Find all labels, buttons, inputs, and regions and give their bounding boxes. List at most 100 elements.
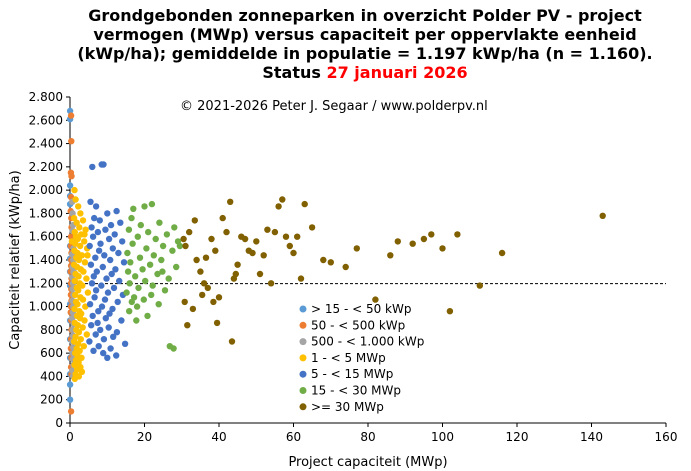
data-point bbox=[228, 338, 236, 345]
data-point bbox=[71, 277, 79, 285]
data-point bbox=[75, 273, 82, 280]
points-layer bbox=[66, 107, 606, 415]
data-point bbox=[84, 289, 92, 296]
copyright-credit: © 2021-2026 Peter J. Segaar / www.polder… bbox=[180, 99, 488, 114]
data-point bbox=[75, 256, 83, 264]
data-point bbox=[128, 298, 135, 306]
y-tick-label: 800 bbox=[40, 323, 63, 337]
data-point bbox=[75, 287, 82, 294]
data-point bbox=[176, 242, 184, 250]
data-point bbox=[80, 268, 87, 275]
data-point bbox=[161, 287, 169, 294]
data-point bbox=[86, 301, 94, 308]
data-point bbox=[100, 336, 108, 343]
data-point bbox=[234, 261, 241, 268]
data-point bbox=[95, 247, 103, 254]
data-point bbox=[68, 173, 75, 180]
data-point bbox=[104, 354, 111, 361]
data-point bbox=[219, 214, 226, 222]
data-point bbox=[113, 329, 121, 336]
legend-label: > 15 - < 50 kWp bbox=[311, 302, 411, 316]
data-point bbox=[208, 235, 215, 243]
data-point bbox=[81, 231, 88, 238]
data-point bbox=[126, 308, 133, 315]
data-point bbox=[146, 261, 154, 268]
data-point bbox=[271, 228, 279, 236]
data-point bbox=[193, 256, 200, 264]
data-point bbox=[79, 282, 86, 289]
data-point bbox=[114, 298, 121, 306]
data-point bbox=[387, 252, 394, 259]
data-point bbox=[135, 284, 142, 292]
data-point bbox=[140, 296, 147, 303]
data-point bbox=[81, 238, 88, 245]
data-point bbox=[182, 242, 189, 250]
data-point bbox=[104, 289, 112, 296]
data-point bbox=[133, 317, 140, 324]
data-point bbox=[72, 196, 79, 203]
data-point bbox=[134, 233, 141, 240]
x-axis-label: Project capaciteit (MWp) bbox=[288, 455, 447, 470]
data-point bbox=[88, 224, 95, 231]
data-point bbox=[133, 303, 141, 310]
data-point bbox=[92, 203, 100, 210]
y-tick-label: 1.600 bbox=[29, 230, 63, 244]
legend-marker bbox=[299, 321, 307, 329]
data-point bbox=[110, 284, 118, 292]
data-point bbox=[87, 198, 94, 205]
data-point bbox=[223, 228, 230, 236]
x-tick-label: 100 bbox=[431, 430, 454, 444]
data-point bbox=[71, 375, 79, 382]
data-point bbox=[109, 245, 117, 252]
data-point bbox=[94, 228, 102, 236]
data-point bbox=[137, 221, 144, 229]
data-point bbox=[78, 354, 85, 361]
data-point bbox=[102, 226, 109, 233]
data-point bbox=[86, 242, 93, 250]
data-point bbox=[66, 381, 74, 388]
data-point bbox=[143, 245, 150, 252]
x-tick-label: 60 bbox=[286, 430, 301, 444]
data-point bbox=[108, 270, 115, 278]
data-point bbox=[83, 331, 91, 338]
data-point bbox=[84, 252, 91, 259]
legend-label: 50 - < 500 kWp bbox=[311, 318, 405, 332]
data-point bbox=[267, 280, 275, 287]
title-line-1: Grondgebonden zonneparken in overzicht P… bbox=[88, 6, 642, 25]
y-tick-label: 2.200 bbox=[29, 160, 63, 174]
data-point bbox=[279, 196, 286, 203]
data-point bbox=[139, 266, 146, 273]
y-tick-label: 200 bbox=[40, 393, 63, 407]
data-point bbox=[353, 245, 360, 252]
data-point bbox=[102, 315, 110, 322]
data-point bbox=[130, 205, 137, 212]
data-point bbox=[394, 238, 401, 245]
data-point bbox=[105, 235, 113, 243]
data-point bbox=[74, 301, 81, 308]
data-point bbox=[297, 275, 305, 282]
legend: > 15 - < 50 kWp 50 - < 500 kWp 500 - < 1.0… bbox=[299, 302, 424, 414]
data-point bbox=[107, 345, 114, 352]
data-point bbox=[124, 249, 131, 257]
data-point bbox=[97, 240, 104, 247]
data-point bbox=[149, 282, 156, 289]
data-point bbox=[93, 268, 101, 275]
data-point bbox=[210, 298, 217, 306]
data-point bbox=[446, 308, 454, 315]
data-point bbox=[202, 254, 210, 261]
data-point bbox=[120, 259, 128, 266]
data-point bbox=[106, 310, 113, 317]
data-point bbox=[184, 322, 191, 329]
y-tick-label: 600 bbox=[40, 346, 63, 360]
y-tick-label: 2.800 bbox=[29, 90, 63, 104]
data-point bbox=[189, 305, 197, 313]
legend-marker bbox=[299, 354, 307, 362]
data-point bbox=[104, 210, 111, 217]
data-point bbox=[81, 317, 88, 324]
data-point bbox=[79, 296, 87, 303]
data-point bbox=[113, 352, 120, 359]
x-tick-label: 80 bbox=[360, 430, 375, 444]
data-point bbox=[212, 247, 219, 254]
data-point bbox=[88, 280, 96, 287]
data-point bbox=[89, 312, 96, 320]
